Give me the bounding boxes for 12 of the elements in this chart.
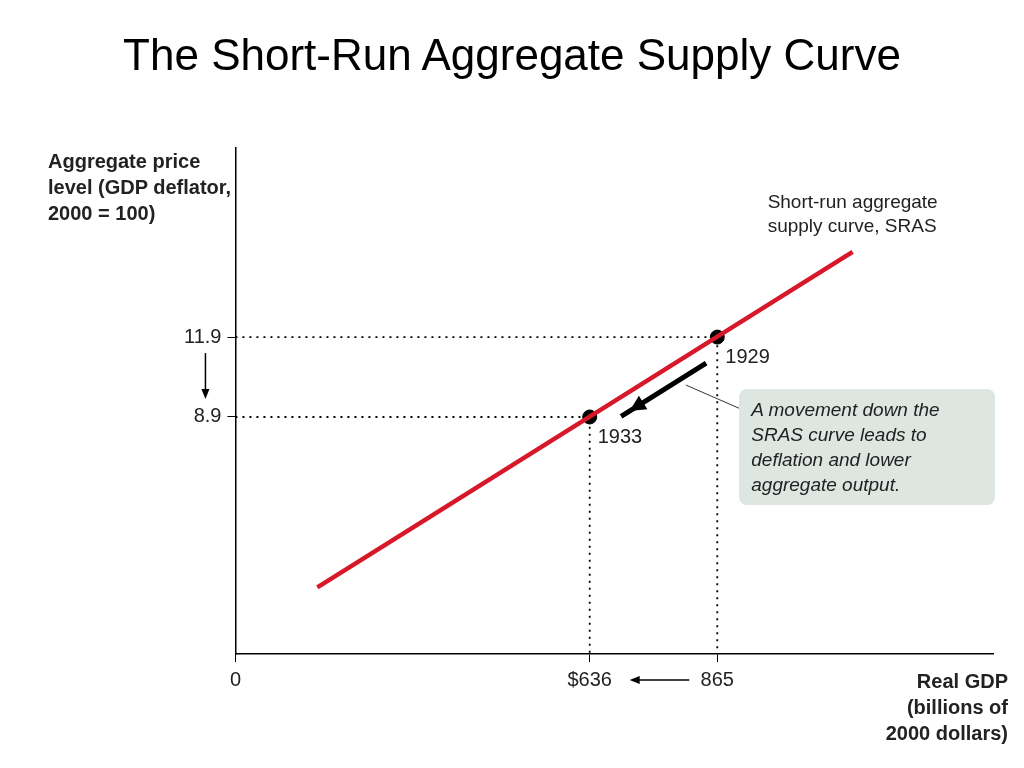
- y-axis-title: Aggregate price level (GDP deflator, 2000 = 100): [48, 149, 233, 226]
- y-tick-label: 11.9: [183, 324, 222, 347]
- annotation: 1933: [597, 424, 643, 447]
- x-tick-label: 0: [229, 667, 241, 690]
- callout-box: A movement down the SRAS curve leads to deflation and lower aggregate output.: [739, 389, 996, 506]
- y-tick-label: 8.9: [193, 404, 222, 427]
- x-axis-title: Real GDP (billions of 2000 dollars): [884, 669, 1008, 746]
- x-tick-label: $636: [567, 667, 612, 690]
- annotation: 1929: [725, 345, 770, 368]
- text: Short-run aggregate supply curve, SRAS: [767, 189, 939, 238]
- chart-title: The Short-Run Aggregate Supply Curve: [122, 30, 902, 80]
- x-tick-label: 865: [700, 667, 734, 690]
